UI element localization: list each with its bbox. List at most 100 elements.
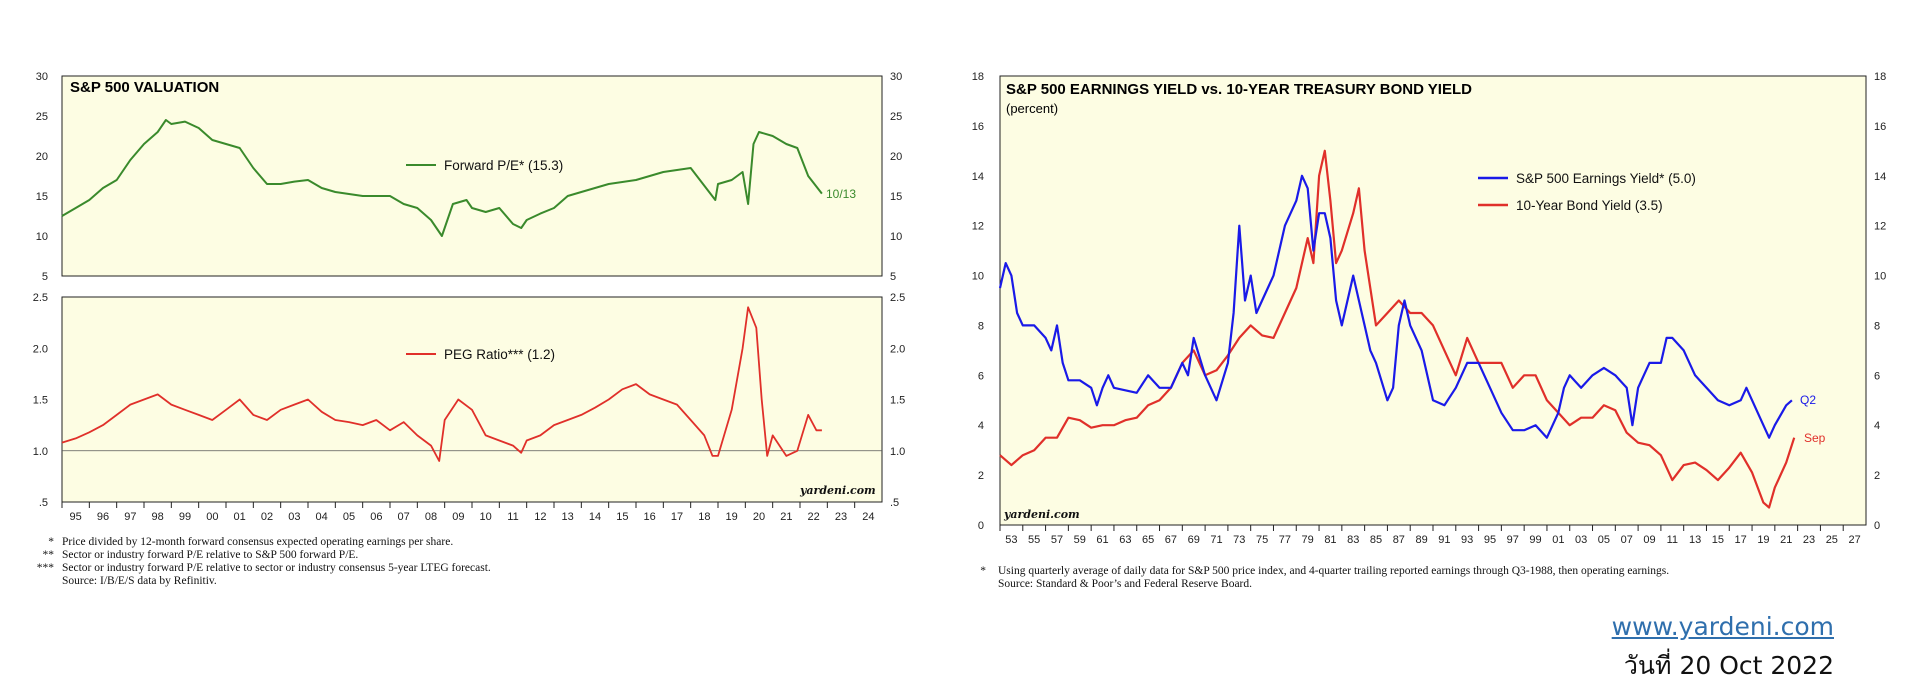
peg-x-tick-label: 14 (589, 511, 601, 523)
peg-x-tick-label: 05 (343, 511, 355, 523)
yield-x-tick-label: 15 (1712, 534, 1724, 546)
yield-x-tick-label: 69 (1188, 534, 1200, 546)
pe-tick-right: 10 (890, 231, 902, 243)
yield-tick-right: 8 (1874, 320, 1880, 332)
peg-tick-right: 2.5 (890, 292, 905, 304)
peg-x-tick-label: 02 (261, 511, 273, 523)
yield-tick-right: 6 (1874, 370, 1880, 382)
forward-pe-panel: 5 10 15 20 25 30 5 10 15 20 25 30 S&P 500 VALUATION… (36, 71, 903, 283)
peg-x-tick-label: 20 (753, 511, 765, 523)
peg-tick-left: 2.5 (33, 292, 48, 304)
earnings-yield-line (998, 174, 1793, 439)
yield-tick-right: 16 (1874, 121, 1886, 133)
yield-x-tick-label: 75 (1256, 534, 1268, 546)
yield-x-tick-label: 23 (1803, 534, 1815, 546)
yield-tick-right: 0 (1874, 520, 1880, 532)
peg-x-tick-label: 15 (616, 511, 628, 523)
yield-x-tick-label: 19 (1757, 534, 1769, 546)
yield-x-tick-label: 79 (1302, 534, 1314, 546)
yield-tick-left: 12 (972, 221, 984, 233)
peg-x-tick-label: 17 (671, 511, 683, 523)
peg-x-tick-label: 24 (862, 511, 874, 523)
end-label-earnings-yield: Q2 (1800, 393, 1816, 407)
yield-x-tick-label: 89 (1415, 534, 1427, 546)
pe-tick-left: 10 (36, 231, 48, 243)
peg-x-tick-label: 21 (780, 511, 792, 523)
yield-x-tick-label: 65 (1142, 534, 1154, 546)
yield-x-tick-label: 55 (1028, 534, 1040, 546)
peg-x-tick-label: 07 (398, 511, 410, 523)
yield-tick-right: 4 (1874, 420, 1880, 432)
yield-x-tick-label: 63 (1119, 534, 1131, 546)
peg-x-tick-label: 13 (562, 511, 574, 523)
yield-x-tick-label: 01 (1552, 534, 1564, 546)
pe-tick-right: 5 (890, 271, 896, 283)
peg-x-tick-label: 97 (124, 511, 136, 523)
end-label-forward-pe: 10/13 (826, 187, 856, 201)
yield-x-tick-label: 87 (1393, 534, 1405, 546)
yield-x-tick-label: 97 (1507, 534, 1519, 546)
yield-tick-right: 2 (1874, 470, 1880, 482)
chart-subtitle-percent: (percent) (1006, 101, 1058, 116)
pe-tick-right: 20 (890, 151, 902, 163)
peg-tick-left: 1.0 (33, 446, 48, 458)
pe-tick-left: 15 (36, 191, 48, 203)
yield-x-tick-label: 05 (1598, 534, 1610, 546)
pe-tick-left: 25 (36, 111, 48, 123)
legend-bond-yield: 10-Year Bond Yield (3.5) (1516, 198, 1663, 213)
yardeni-site-link[interactable]: www.yardeni.com (1611, 612, 1834, 641)
yield-tick-left: 2 (978, 470, 984, 482)
peg-x-tick-label: 22 (808, 511, 820, 523)
yield-tick-right: 18 (1874, 71, 1886, 83)
watermark-yardeni-left: yardeni.com (799, 484, 876, 497)
pe-tick-right: 25 (890, 111, 902, 123)
yield-x-tick-label: 21 (1780, 534, 1792, 546)
footnote-source: Source: Standard & Poor’s and Federal Re… (998, 578, 1252, 590)
pe-tick-left: 5 (42, 271, 48, 283)
footnote-mark: * (48, 536, 54, 548)
peg-ratio-line (61, 306, 822, 462)
peg-x-tick-label: 12 (534, 511, 546, 523)
peg-x-tick-label: 06 (370, 511, 382, 523)
bond-yield-line (999, 149, 1796, 509)
footnote-text: Price divided by 12-month forward consen… (62, 536, 453, 548)
yield-tick-left: 18 (972, 71, 984, 83)
peg-x-tick-label: 96 (97, 511, 109, 523)
peg-x-tick-label: 95 (70, 511, 82, 523)
peg-x-tick-label: 03 (288, 511, 300, 523)
yield-tick-right: 12 (1874, 221, 1886, 233)
yield-x-tick-label: 73 (1233, 534, 1245, 546)
yield-x-tick-label: 83 (1347, 534, 1359, 546)
watermark-yardeni-right: yardeni.com (1003, 508, 1080, 521)
yield-tick-left: 14 (972, 171, 984, 183)
peg-ratio-panel: .5 1.0 1.5 2.0 2.5 .5 1.0 1.5 2.0 2.5 95 96 97 98 99 00… (33, 292, 906, 523)
yield-tick-right: 14 (1874, 171, 1886, 183)
yield-tick-left: 0 (978, 520, 984, 532)
yield-x-tick-label: 53 (1005, 534, 1017, 546)
yield-x-tick-label: 61 (1096, 534, 1108, 546)
yield-x-tick-label: 03 (1575, 534, 1587, 546)
yield-tick-left: 8 (978, 320, 984, 332)
pe-tick-right: 30 (890, 71, 902, 83)
peg-x-tick-label: 99 (179, 511, 191, 523)
chart-title-earnings-yield: S&P 500 EARNINGS YIELD vs. 10-YEAR TREAS… (1006, 81, 1472, 98)
pe-tick-right: 15 (890, 191, 902, 203)
yield-tick-left: 6 (978, 370, 984, 382)
yield-x-tick-label: 17 (1735, 534, 1747, 546)
yield-x-tick-label: 13 (1689, 534, 1701, 546)
yield-x-tick-label: 95 (1484, 534, 1496, 546)
yield-x-tick-label: 71 (1210, 534, 1222, 546)
peg-tick-right: 1.5 (890, 395, 905, 407)
peg-x-tick-label: 04 (316, 511, 328, 523)
footnote-text: Using quarterly average of daily data fo… (998, 565, 1669, 577)
footnote-mark: ** (43, 549, 55, 561)
yield-x-tick-label: 11 (1667, 534, 1678, 546)
peg-x-tick-label: 98 (152, 511, 164, 523)
yield-x-tick-label: 93 (1461, 534, 1473, 546)
peg-x-tick-label: 10 (480, 511, 492, 523)
peg-x-tick-label: 18 (698, 511, 710, 523)
peg-x-tick-label: 19 (726, 511, 738, 523)
peg-tick-left: .5 (39, 497, 48, 509)
yield-tick-left: 16 (972, 121, 984, 133)
end-label-bond-yield: Sep (1804, 431, 1826, 445)
